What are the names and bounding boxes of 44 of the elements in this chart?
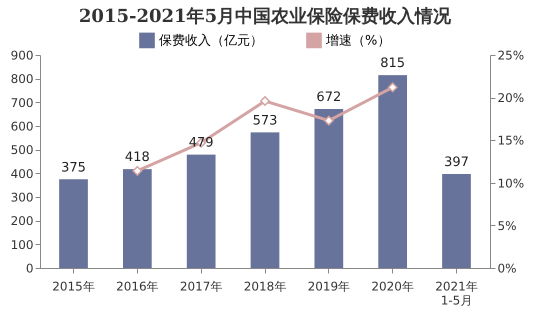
y2-tick-label: 15% bbox=[498, 134, 524, 148]
bar bbox=[378, 75, 408, 268]
x-tick-label: 2016年 bbox=[116, 280, 159, 294]
data-label: 573 bbox=[252, 113, 278, 128]
y-tick-label: 700 bbox=[10, 96, 34, 110]
legend-label: 增速（%） bbox=[325, 33, 390, 48]
y-tick-label: 800 bbox=[10, 72, 34, 86]
bar bbox=[250, 132, 280, 268]
y2-tick-label: 5% bbox=[498, 218, 517, 233]
y-tick-label: 200 bbox=[10, 214, 34, 228]
point bbox=[260, 96, 270, 106]
y2-tick-label: 20% bbox=[498, 91, 524, 106]
data-label: 418 bbox=[124, 150, 150, 166]
x-tick-label: 2017年 bbox=[180, 280, 222, 294]
bar bbox=[59, 179, 88, 268]
y-tick-label: 100 bbox=[10, 238, 34, 252]
data-label: 672 bbox=[316, 90, 342, 105]
x-tick-label: 2015年 bbox=[52, 280, 95, 294]
x-tick-label: 2020年 bbox=[371, 280, 414, 294]
point bbox=[324, 116, 334, 126]
y-tick-label: 900 bbox=[10, 48, 34, 62]
y2-tick-label: 25% bbox=[498, 48, 524, 62]
data-label: 397 bbox=[444, 155, 469, 170]
y2-tick-label: 0% bbox=[498, 262, 517, 276]
y-tick-label: 300 bbox=[10, 190, 34, 204]
bar bbox=[122, 169, 152, 268]
x-tick-label: 2021年 1-5月 bbox=[435, 280, 478, 308]
y2-tick-label: 10% bbox=[498, 176, 524, 190]
y-tick-label: 600 bbox=[10, 120, 34, 134]
data-label: 479 bbox=[188, 136, 214, 151]
x-tick-label: 2019年 bbox=[308, 280, 350, 294]
bar bbox=[442, 174, 471, 268]
data-label: 815 bbox=[380, 56, 406, 72]
chart-title: 2015-2021年5月中国农业保险保费收入情况 bbox=[78, 6, 452, 27]
x-tick-label: 2018年 bbox=[244, 280, 286, 294]
data-label: 375 bbox=[61, 160, 86, 176]
bar bbox=[314, 108, 344, 268]
y-tick-label: 0 bbox=[26, 262, 34, 276]
point bbox=[132, 166, 142, 176]
bar bbox=[186, 154, 216, 268]
y-tick-label: 400 bbox=[10, 166, 34, 181]
y-tick-label: 500 bbox=[10, 143, 34, 158]
point bbox=[388, 82, 398, 92]
legend-label: 保费收入（亿元） bbox=[159, 33, 263, 48]
